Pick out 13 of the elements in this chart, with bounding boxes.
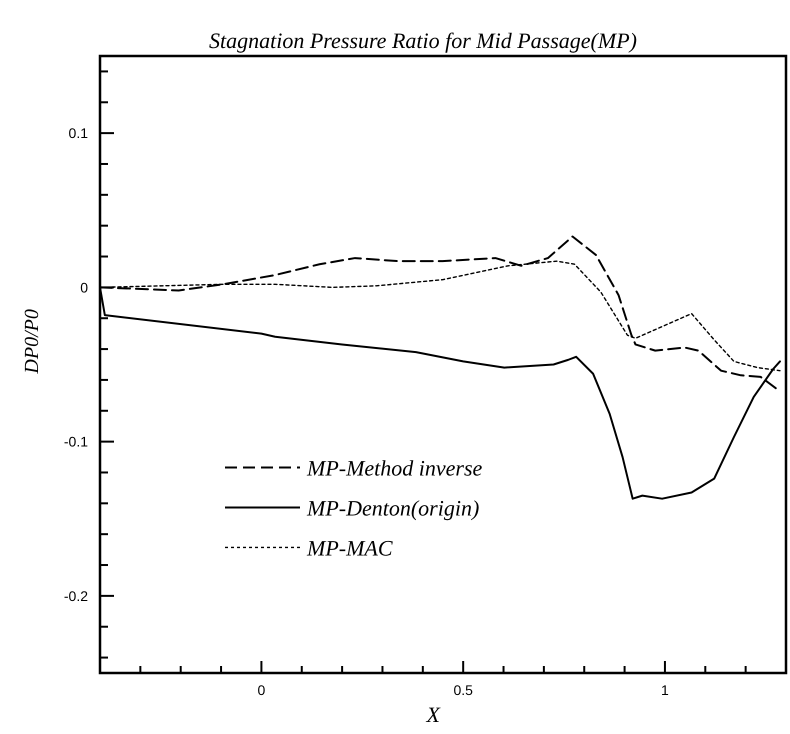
y-tick-label: -0.2 xyxy=(64,588,88,604)
x-tick-label: 1 xyxy=(661,682,670,698)
legend-label: MP-Denton(origin) xyxy=(306,495,480,520)
y-tick-label: 0 xyxy=(80,279,88,296)
y-tick-label: 0.1 xyxy=(68,125,88,142)
chart-title: Stagnation Pressure Ratio for Mid Passage(MP) xyxy=(209,28,637,53)
y-tick-label: -0.1 xyxy=(64,434,88,450)
legend-label: MP-MAC xyxy=(306,535,393,560)
legend-label: MP-Method inverse xyxy=(306,455,483,480)
x-axis-title: X xyxy=(425,702,442,727)
x-tick-label: 0 xyxy=(258,682,266,698)
y-axis-title: DP0/P0 xyxy=(21,309,43,375)
x-tick-label: 0.5 xyxy=(453,682,474,698)
